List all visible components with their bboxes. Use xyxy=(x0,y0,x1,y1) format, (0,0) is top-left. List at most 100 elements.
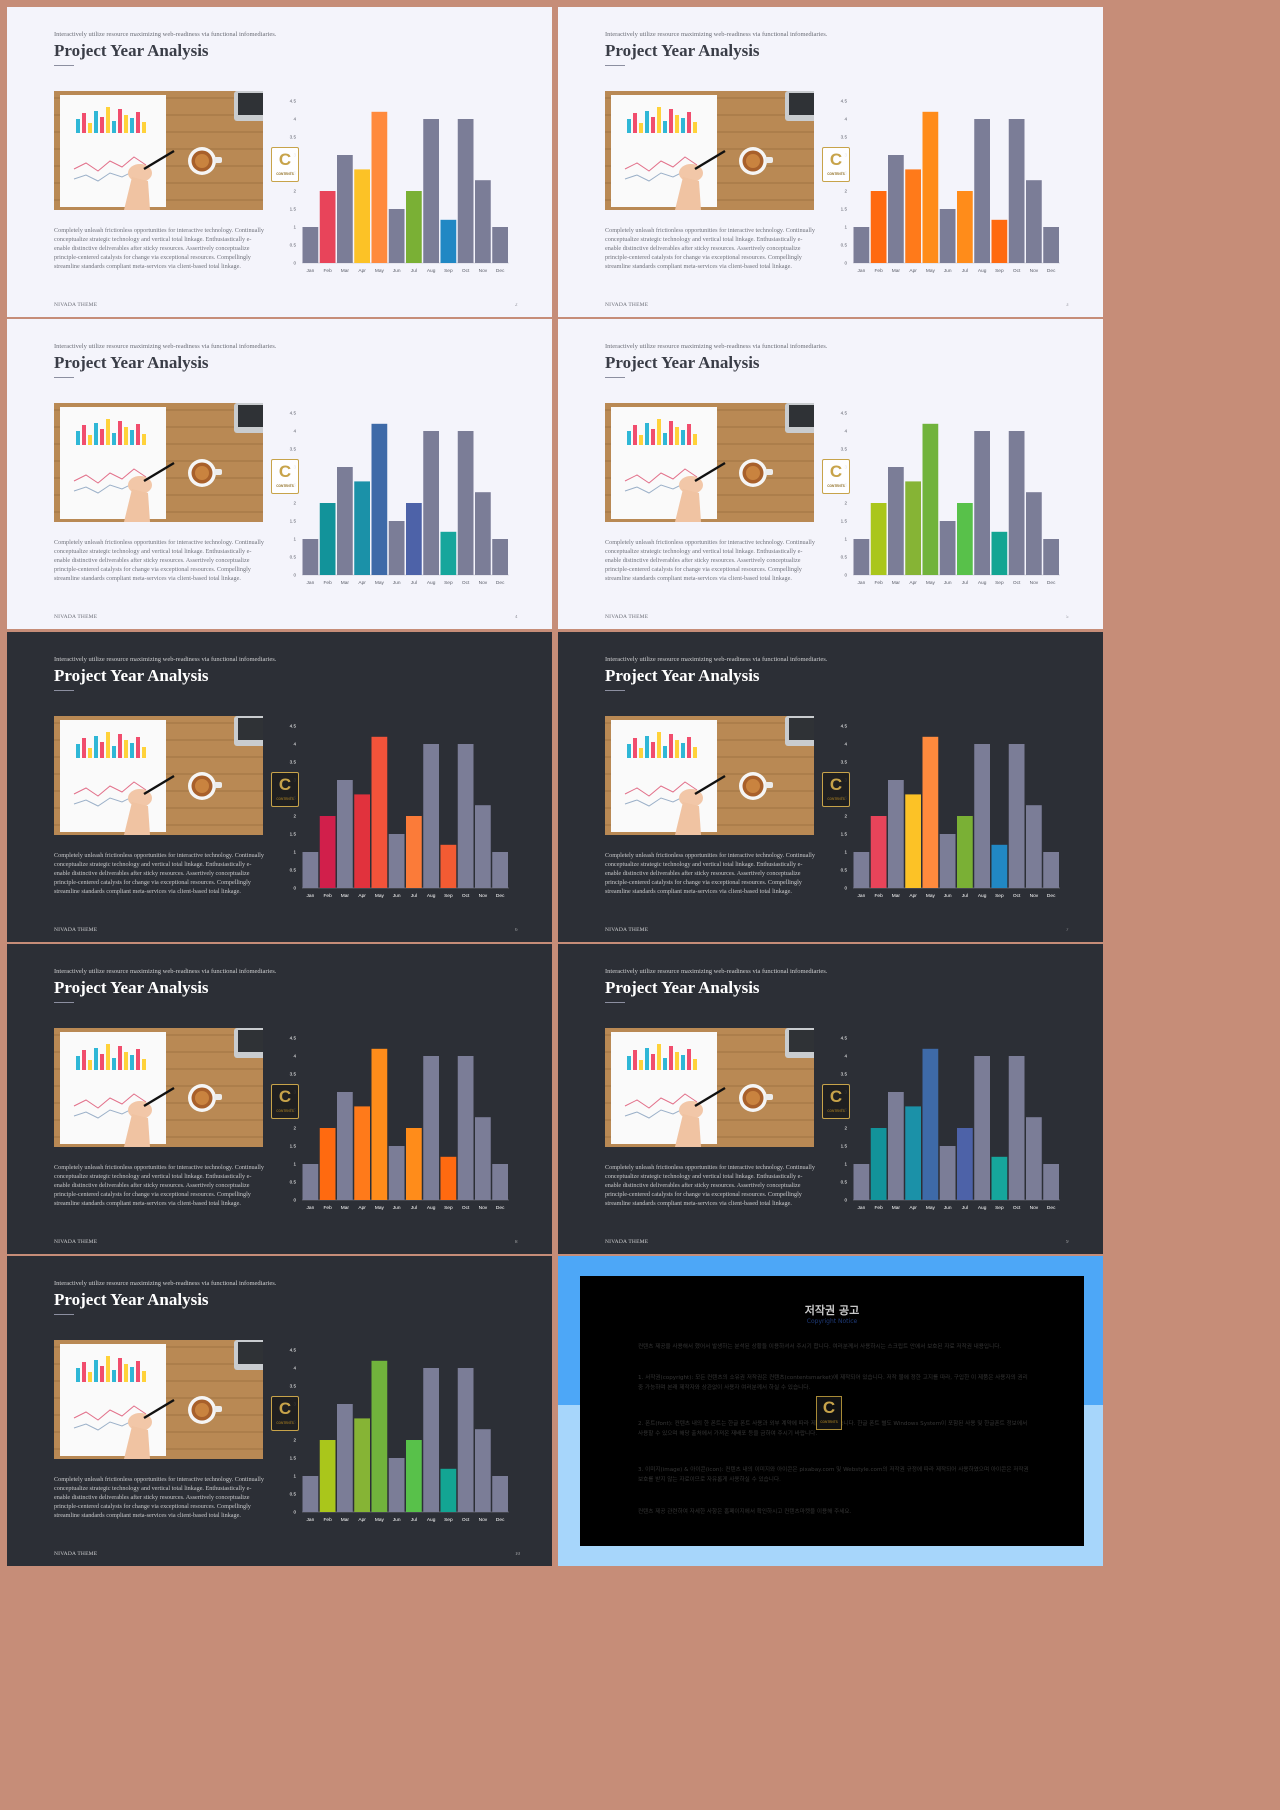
y-tick-label: 2 xyxy=(293,814,296,819)
slide-kicker: Interactively utilize resource maximizin… xyxy=(54,31,277,38)
slide[interactable]: Interactively utilize resource maximizin… xyxy=(558,944,1103,1254)
bar-chart: 00.511.522.533.544.5JanFebMarAprMayJunJu… xyxy=(841,1036,1060,1211)
x-tick-label: Jan xyxy=(307,580,315,586)
x-tick-label: Sep xyxy=(995,1205,1004,1211)
bar-feb xyxy=(870,1128,887,1200)
page-number: 2 xyxy=(515,303,518,308)
chart-area: 00.511.522.533.544.5JanFebMarAprMayJunJu… xyxy=(287,1342,517,1528)
page-number: 6 xyxy=(515,928,518,933)
page-number: 9 xyxy=(1066,1240,1069,1245)
bar-oct xyxy=(1008,1056,1025,1200)
y-tick-label: 1 xyxy=(293,537,296,542)
bar-mar xyxy=(337,1404,353,1512)
slide[interactable]: Interactively utilize resource maximizin… xyxy=(558,319,1103,629)
bar-nov xyxy=(1026,492,1042,575)
x-tick-label: May xyxy=(375,268,385,274)
page-number: 8 xyxy=(515,1240,518,1245)
x-tick-label: Dec xyxy=(496,268,505,274)
x-tick-label: Feb xyxy=(874,893,883,899)
bar-apr xyxy=(905,794,921,888)
slide-footer: NIVADA THEME xyxy=(54,302,98,308)
contents-logo-badge: C CONTENTS xyxy=(822,459,850,494)
title-underline xyxy=(605,690,625,691)
bar-may xyxy=(922,1048,939,1200)
y-tick-label: 4.5 xyxy=(290,99,297,104)
bar-nov xyxy=(1026,1117,1042,1200)
chart-area: 00.511.522.533.544.5JanFebMarAprMayJunJu… xyxy=(287,405,517,591)
x-tick-label: Apr xyxy=(358,1517,366,1523)
slide-kicker: Interactively utilize resource maximizin… xyxy=(605,343,828,350)
contents-logo-badge: C CONTENTS xyxy=(271,1396,299,1431)
x-tick-label: Oct xyxy=(462,1205,470,1211)
x-tick-label: Nov xyxy=(479,1205,488,1211)
bar-chart: 00.511.522.533.544.5JanFebMarAprMayJunJu… xyxy=(290,99,509,274)
y-tick-label: 2 xyxy=(844,189,847,194)
copyright-notice-slide[interactable]: 저작권 공고 Copyright Notice 컨텐츠 제공을 사용해서 했어서 발… xyxy=(558,1256,1103,1566)
slide-footer: NIVADA THEME xyxy=(605,927,649,933)
slide-kicker: Interactively utilize resource maximizin… xyxy=(54,1280,277,1287)
slide-description: Completely unleash frictionless opportun… xyxy=(605,1164,815,1207)
y-tick-label: 4.5 xyxy=(290,1348,297,1353)
x-tick-label: Jul xyxy=(962,268,968,274)
x-tick-label: Sep xyxy=(444,1517,453,1523)
x-tick-label: Jan xyxy=(307,1517,315,1523)
slide[interactable]: Interactively utilize resource maximizin… xyxy=(558,632,1103,942)
x-tick-label: Apr xyxy=(358,580,366,586)
y-tick-label: 1.5 xyxy=(290,1144,297,1149)
slide[interactable]: Interactively utilize resource maximizin… xyxy=(7,319,552,629)
logo-letter: C xyxy=(829,462,843,481)
photo-frame xyxy=(54,403,263,522)
slide[interactable]: Interactively utilize resource maximizin… xyxy=(7,632,552,942)
y-tick-label: 4.5 xyxy=(841,724,848,729)
x-tick-label: Jul xyxy=(962,893,968,899)
slide-kicker: Interactively utilize resource maximizin… xyxy=(54,968,277,975)
bar-jun xyxy=(939,209,956,263)
notice-paragraph: 1. 서작권(copyright): 모든 컨텐츠의 소유권 저작권은 컨텐츠(… xyxy=(638,1375,1028,1391)
bar-dec xyxy=(492,1164,508,1200)
x-tick-label: Mar xyxy=(341,893,350,899)
x-tick-label: Sep xyxy=(995,268,1004,274)
slide[interactable]: Interactively utilize resource maximizin… xyxy=(7,1256,552,1566)
y-tick-label: 4.5 xyxy=(290,1036,297,1041)
x-tick-label: Aug xyxy=(427,268,436,274)
y-tick-label: 0.5 xyxy=(841,243,848,248)
x-tick-label: Aug xyxy=(978,893,987,899)
desk-photo xyxy=(54,91,263,210)
x-tick-label: Feb xyxy=(323,1205,332,1211)
x-tick-label: Oct xyxy=(1013,580,1021,586)
photo-frame xyxy=(54,716,263,835)
photo-frame xyxy=(54,1028,263,1147)
bar-nov xyxy=(1026,180,1042,263)
bar-dec xyxy=(1043,227,1059,263)
x-tick-label: Aug xyxy=(427,580,436,586)
y-tick-label: 1 xyxy=(844,537,847,542)
slide[interactable]: Interactively utilize resource maximizin… xyxy=(558,7,1103,317)
contents-logo-badge: C CONTENTS xyxy=(822,772,850,807)
bar-jan xyxy=(302,1164,319,1200)
slide-title: Project Year Analysis xyxy=(54,978,209,997)
y-tick-label: 0 xyxy=(293,573,296,578)
bar-sep xyxy=(440,844,457,888)
bar-jun xyxy=(388,1146,405,1200)
y-tick-label: 3.5 xyxy=(290,1384,297,1389)
bar-apr xyxy=(354,794,370,888)
bar-may xyxy=(371,736,388,888)
slide[interactable]: Interactively utilize resource maximizin… xyxy=(7,7,552,317)
y-tick-label: 1.5 xyxy=(290,207,297,212)
slide-kicker: Interactively utilize resource maximizin… xyxy=(54,656,277,663)
x-tick-label: Mar xyxy=(892,580,901,586)
slide-title: Project Year Analysis xyxy=(54,353,209,372)
page-number: 4 xyxy=(515,615,518,620)
y-tick-label: 1.5 xyxy=(290,832,297,837)
y-tick-label: 1.5 xyxy=(841,207,848,212)
x-tick-label: Nov xyxy=(479,893,488,899)
bar-aug xyxy=(423,431,439,575)
bar-jan xyxy=(302,539,319,575)
slide[interactable]: Interactively utilize resource maximizin… xyxy=(7,944,552,1254)
title-underline xyxy=(605,377,625,378)
x-tick-label: May xyxy=(375,1205,385,1211)
x-tick-label: Mar xyxy=(892,1205,901,1211)
y-tick-label: 4 xyxy=(293,1054,296,1059)
x-tick-label: Oct xyxy=(1013,893,1021,899)
contents-logo-badge: C CONTENTS xyxy=(822,1084,850,1119)
